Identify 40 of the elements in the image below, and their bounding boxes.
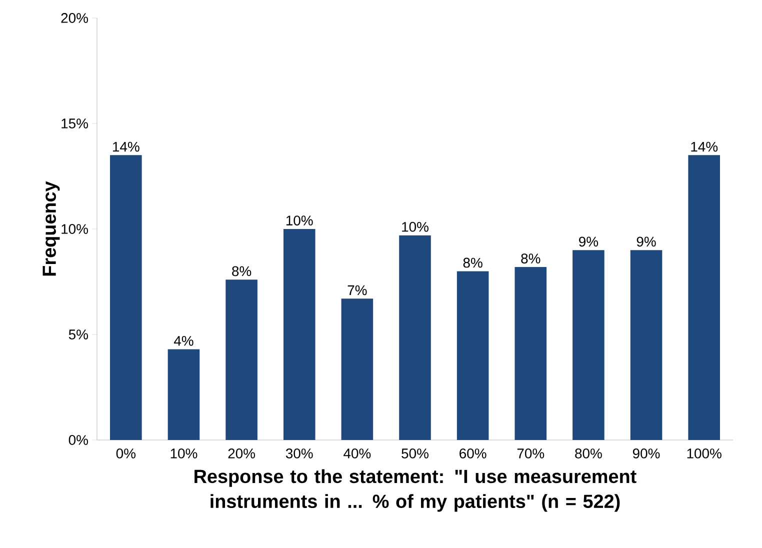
x-tick-label: 100% [687,448,722,458]
bar [283,228,316,440]
data-label: 10% [402,222,428,232]
bar [399,235,431,440]
data-label: 8% [521,254,540,264]
data-label: 14% [691,142,718,152]
y-tick-label: 5% [68,330,88,340]
x-tick-label: 60% [460,448,486,458]
bar [630,250,662,440]
bar [514,266,547,440]
bar [572,250,604,440]
data-label: 10% [286,216,313,226]
y-tick-label: 15% [62,118,88,128]
y-tick-label: 10% [62,224,88,234]
x-tick-label: 10% [170,448,198,458]
x-tick-label: 90% [632,448,660,458]
bar [168,349,200,440]
data-label: 14% [113,142,140,152]
data-label: 9% [636,236,656,247]
x-tick-label: 80% [575,448,602,458]
x-tick-label: 30% [286,448,313,458]
x-tick-label: 50% [402,448,428,458]
bar [226,280,258,440]
data-label: 4% [174,336,194,346]
bar [110,155,142,440]
x-tick-label: 70% [517,448,544,458]
bar [456,271,489,440]
bar [688,155,720,440]
data-label: 8% [232,266,252,276]
data-label: 9% [579,236,598,247]
x-axis-title: Response to the statement: "I use measurement instruments in ... % of my patients" (n = 522) [194,469,636,512]
x-tick-label: 20% [228,448,256,458]
y-axis-title: Frequency [42,181,60,276]
data-label: 8% [463,258,482,268]
x-tick-label: 40% [344,448,371,458]
x-tick-label: 0% [116,448,136,458]
y-tick-label: 20% [61,13,88,23]
data-label: 7% [348,285,367,296]
y-tick-label: 0% [68,435,88,445]
bar [341,298,374,440]
